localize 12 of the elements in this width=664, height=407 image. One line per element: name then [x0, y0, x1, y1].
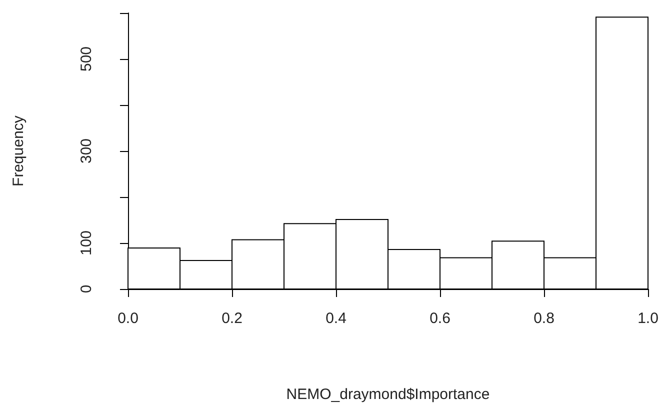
- y-tick-label: 0: [78, 284, 95, 294]
- x-tick-label: 0.4: [326, 310, 346, 327]
- x-tick-label: 0.8: [534, 310, 554, 327]
- x-axis-title: NEMO_draymond$Importance: [286, 386, 490, 403]
- x-tick-label: 0.2: [222, 310, 242, 327]
- y-tick-label: 500: [78, 46, 95, 72]
- y-axis-title: Frequency: [10, 115, 27, 186]
- x-tick-label: 0.6: [430, 310, 450, 327]
- y-tick-label: 100: [78, 230, 95, 256]
- x-tick-label: 0.0: [118, 310, 138, 327]
- x-tick-label: 1.0: [638, 310, 658, 327]
- y-tick-label: 300: [78, 138, 95, 164]
